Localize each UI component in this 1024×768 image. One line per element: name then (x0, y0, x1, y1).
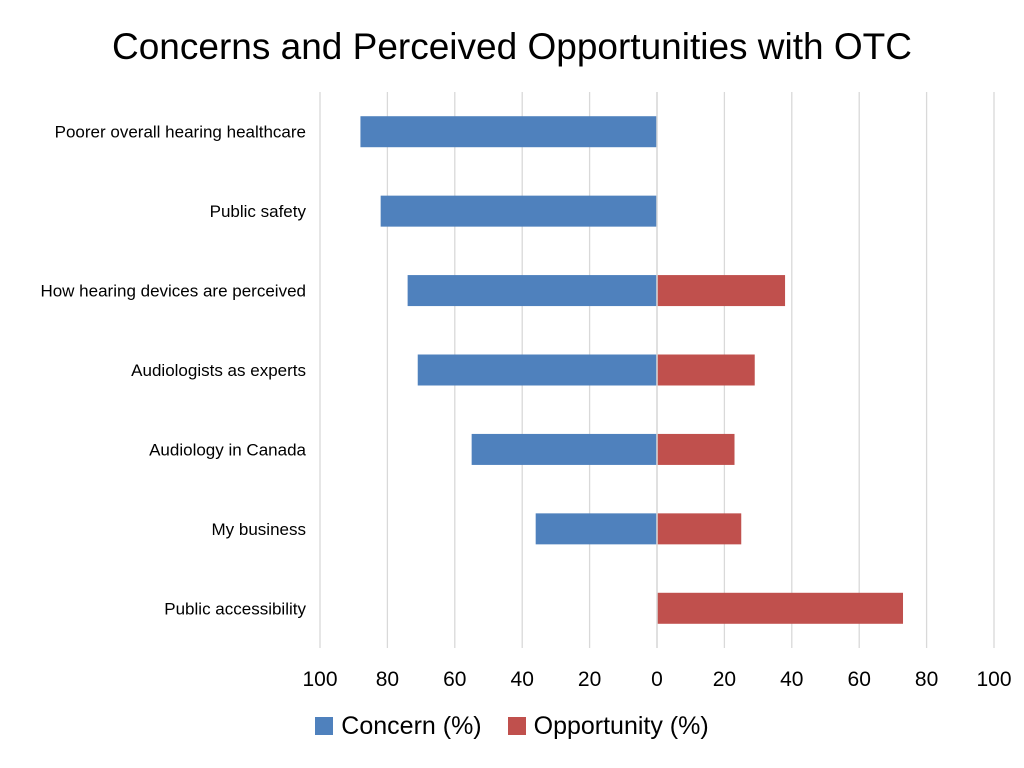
x-tick-label: 60 (848, 668, 871, 691)
x-tick-label: 20 (578, 668, 601, 691)
opportunity-bar (657, 354, 755, 386)
x-tick-label: 40 (511, 668, 534, 691)
category-label: How hearing devices are perceived (40, 282, 306, 301)
legend-item-concern: Concern (%) (315, 711, 482, 741)
opportunity-bar (657, 513, 742, 545)
category-label: Audiologists as experts (131, 361, 306, 380)
x-tick-label: 80 (915, 668, 938, 691)
x-tick-label: 100 (976, 668, 1011, 691)
opportunity-bar (657, 433, 735, 465)
x-tick-label: 80 (376, 668, 399, 691)
legend-item-opportunity: Opportunity (%) (507, 711, 709, 741)
x-tick-label: 100 (302, 668, 337, 691)
legend-swatch-concern (315, 717, 334, 735)
x-tick-label: 60 (443, 668, 466, 691)
concern-bar (407, 275, 657, 307)
x-tick-label: 40 (780, 668, 803, 691)
category-label: Poorer overall hearing healthcare (55, 123, 306, 142)
category-label: Audiology in Canada (149, 440, 306, 459)
concern-bar (417, 354, 657, 386)
x-tick-label: 0 (651, 668, 663, 691)
chart-title: Concerns and Perceived Opportunities wit… (112, 26, 912, 67)
legend-label-opportunity: Opportunity (%) (533, 711, 709, 740)
legend: Concern (%) Opportunity (%) (0, 706, 1024, 746)
x-tick-label: 20 (713, 668, 736, 691)
concern-bar (380, 195, 657, 227)
bars (360, 92, 904, 648)
category-label: Public safety (210, 202, 307, 221)
category-label: My business (212, 520, 306, 539)
category-labels: Poorer overall hearing healthcare Public … (40, 123, 306, 619)
opportunity-bar (657, 592, 904, 624)
legend-label-concern: Concern (%) (341, 711, 482, 740)
concern-bar (471, 433, 657, 465)
opportunity-bar (657, 275, 786, 307)
legend-swatch-opportunity (507, 717, 526, 735)
concern-bar (360, 116, 657, 148)
category-label: Public accessibility (164, 599, 306, 618)
concern-bar (535, 513, 657, 545)
x-axis-tick-labels: 100 80 60 40 20 0 20 40 60 80 100 (302, 668, 1011, 691)
